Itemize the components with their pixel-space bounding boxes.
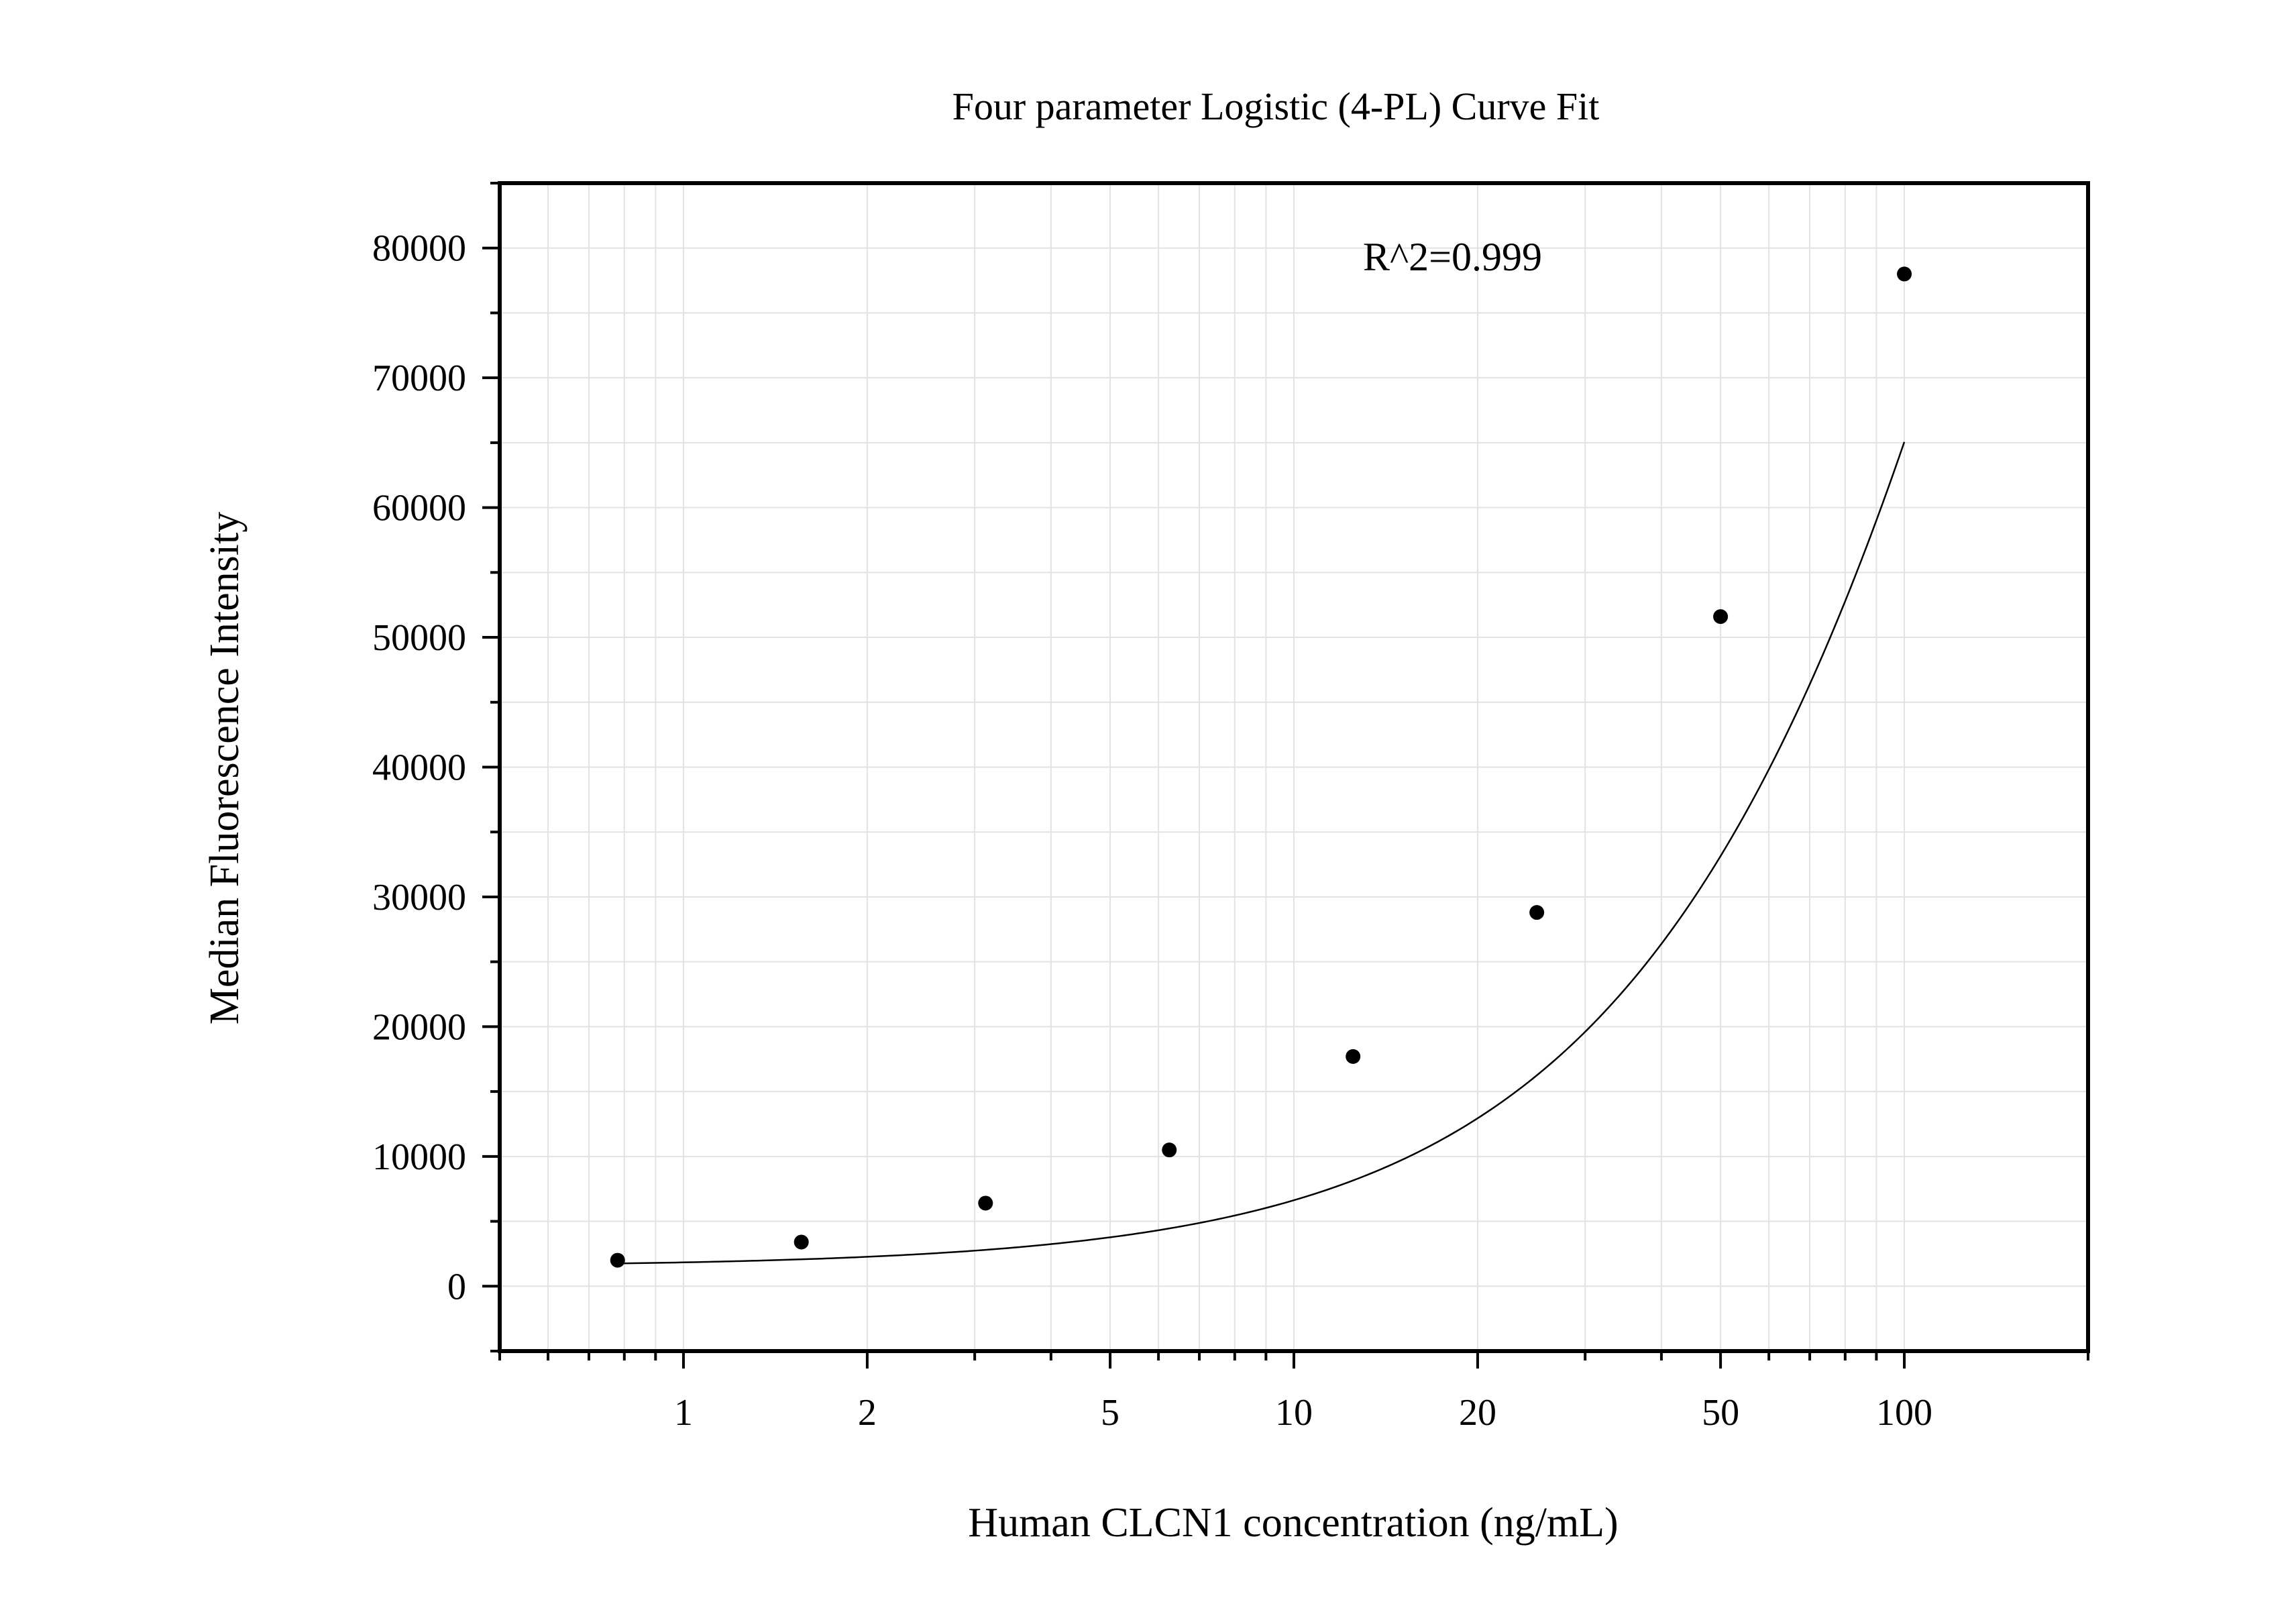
data-point [1162,1142,1177,1158]
x-tick-label: 1 [674,1392,693,1434]
data-point [794,1234,809,1250]
data-point [1529,905,1545,920]
y-tick-label: 50000 [372,617,466,659]
y-tick-label: 70000 [372,358,466,399]
y-tick-label: 0 [447,1266,466,1307]
r-squared-annotation: R^2=0.999 [1363,235,1542,279]
fit-curve-line [617,441,1906,1265]
data-point [1897,266,1912,282]
y-tick-label: 40000 [372,747,466,789]
data-point [1346,1049,1361,1064]
tick-labels: 1 2 5 10 20 50 100 0 10000 20000 30000 40000 50000 60… [372,228,1932,1434]
x-tick-label: 2 [858,1392,877,1434]
data-point [978,1195,993,1211]
x-axis-label: Human CLCN1 concentration (ng/mL) [968,1500,1618,1546]
y-tick-label: 10000 [372,1136,466,1178]
y-tick-label: 60000 [372,488,466,529]
y-axis-label: Median Fluorescence Intensity [202,512,248,1024]
data-points [610,266,1912,1268]
y-tick-label: 30000 [372,877,466,918]
x-tick-label: 5 [1101,1392,1119,1434]
x-tick-label: 10 [1275,1392,1313,1434]
data-point [1713,609,1729,625]
x-tick-label: 20 [1459,1392,1496,1434]
chart-title: Four parameter Logistic (4-PL) Curve Fit [952,85,1600,128]
data-point [610,1252,625,1268]
y-tick-label: 80000 [372,228,466,270]
x-tick-label: 100 [1876,1392,1932,1434]
x-tick-label: 50 [1702,1392,1739,1434]
plot-frame [498,181,2090,1353]
y-tick-label: 20000 [372,1006,466,1048]
